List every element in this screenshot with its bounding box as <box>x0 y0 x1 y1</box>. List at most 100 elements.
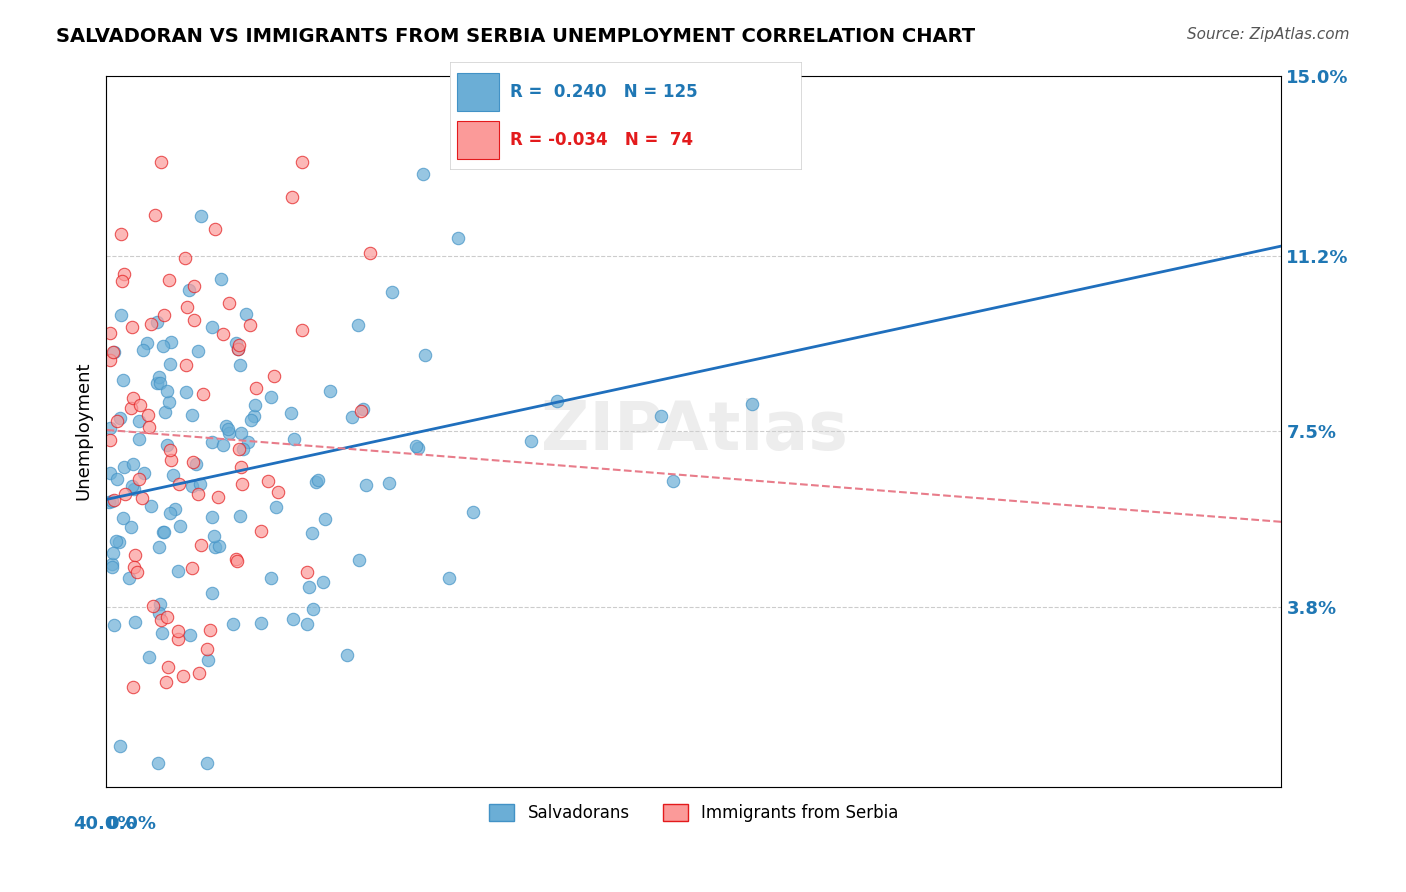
Salvadorans <box>152 339 174 353</box>
Immigrants from Serbia <box>204 222 226 236</box>
Salvadorans <box>260 391 283 405</box>
Salvadorans <box>437 571 460 585</box>
Salvadorans <box>146 756 169 771</box>
Y-axis label: Unemployment: Unemployment <box>75 362 93 500</box>
Salvadorans <box>98 494 121 508</box>
Salvadorans <box>98 421 121 435</box>
Salvadorans <box>156 438 179 452</box>
Salvadorans <box>190 209 212 223</box>
Salvadorans <box>128 432 150 446</box>
Immigrants from Serbia <box>153 309 176 323</box>
Salvadorans <box>229 509 252 524</box>
Immigrants from Serbia <box>112 267 135 281</box>
Salvadorans <box>741 397 763 411</box>
Salvadorans <box>107 535 129 549</box>
Immigrants from Serbia <box>263 369 285 384</box>
Text: 40.0%: 40.0% <box>73 815 136 833</box>
Immigrants from Serbia <box>121 320 143 334</box>
Salvadorans <box>169 518 191 533</box>
Text: R =  0.240   N = 125: R = 0.240 N = 125 <box>510 84 697 102</box>
Immigrants from Serbia <box>239 318 262 333</box>
Salvadorans <box>215 418 238 433</box>
Immigrants from Serbia <box>245 381 267 395</box>
Salvadorans <box>101 494 124 508</box>
Salvadorans <box>314 512 336 526</box>
Immigrants from Serbia <box>359 245 381 260</box>
Immigrants from Serbia <box>124 548 146 562</box>
Salvadorans <box>184 457 207 471</box>
Immigrants from Serbia <box>142 599 165 613</box>
Salvadorans <box>346 318 368 333</box>
Salvadorans <box>217 422 239 436</box>
Salvadorans <box>103 344 125 359</box>
Salvadorans <box>266 500 288 515</box>
Salvadorans <box>120 520 142 534</box>
Immigrants from Serbia <box>291 323 314 337</box>
Immigrants from Serbia <box>190 538 212 552</box>
Immigrants from Serbia <box>129 398 152 412</box>
Salvadorans <box>160 334 183 349</box>
Salvadorans <box>146 315 169 329</box>
Salvadorans <box>412 167 434 181</box>
Salvadorans <box>463 505 485 519</box>
Salvadorans <box>179 628 201 642</box>
Immigrants from Serbia <box>176 300 198 314</box>
Salvadorans <box>349 553 371 567</box>
Salvadorans <box>197 653 219 667</box>
Salvadorans <box>132 466 155 480</box>
Immigrants from Serbia <box>207 491 229 505</box>
Salvadorans <box>146 376 169 390</box>
Salvadorans <box>105 472 128 486</box>
Salvadorans <box>159 357 181 371</box>
Salvadorans <box>132 343 155 357</box>
Salvadorans <box>101 547 124 561</box>
Salvadorans <box>226 342 249 356</box>
Salvadorans <box>405 439 427 453</box>
Immigrants from Serbia <box>350 403 373 417</box>
Text: SALVADORAN VS IMMIGRANTS FROM SERBIA UNEMPLOYMENT CORRELATION CHART: SALVADORAN VS IMMIGRANTS FROM SERBIA UNE… <box>56 27 976 45</box>
Salvadorans <box>413 348 436 362</box>
Salvadorans <box>122 482 145 496</box>
Salvadorans <box>110 308 132 322</box>
Immigrants from Serbia <box>195 641 218 656</box>
Salvadorans <box>122 457 145 471</box>
Salvadorans <box>152 524 174 539</box>
Text: Source: ZipAtlas.com: Source: ZipAtlas.com <box>1187 27 1350 42</box>
Text: R = -0.034   N =  74: R = -0.034 N = 74 <box>510 130 693 148</box>
Immigrants from Serbia <box>143 208 166 222</box>
Immigrants from Serbia <box>212 326 235 341</box>
Immigrants from Serbia <box>173 251 195 265</box>
Immigrants from Serbia <box>297 565 319 579</box>
Salvadorans <box>280 406 302 420</box>
Immigrants from Serbia <box>167 632 190 647</box>
Immigrants from Serbia <box>228 338 250 352</box>
Immigrants from Serbia <box>122 560 145 574</box>
Immigrants from Serbia <box>228 442 250 456</box>
Immigrants from Serbia <box>167 477 190 491</box>
Immigrants from Serbia <box>225 552 247 566</box>
Salvadorans <box>150 625 173 640</box>
Salvadorans <box>156 384 179 399</box>
Salvadorans <box>281 612 304 626</box>
Immigrants from Serbia <box>172 669 194 683</box>
Salvadorans <box>108 410 131 425</box>
Salvadorans <box>112 511 135 525</box>
Salvadorans <box>307 473 329 487</box>
Salvadorans <box>447 231 470 245</box>
Immigrants from Serbia <box>122 391 145 405</box>
Salvadorans <box>232 442 254 456</box>
Salvadorans <box>148 540 170 554</box>
Salvadorans <box>218 426 240 441</box>
Immigrants from Serbia <box>121 680 143 694</box>
Immigrants from Serbia <box>226 342 249 356</box>
Salvadorans <box>201 510 224 524</box>
Salvadorans <box>231 425 253 440</box>
Salvadorans <box>112 372 135 386</box>
Salvadorans <box>148 606 170 620</box>
Salvadorans <box>166 564 188 578</box>
Salvadorans <box>240 413 263 427</box>
Immigrants from Serbia <box>218 295 240 310</box>
Salvadorans <box>105 533 128 548</box>
Salvadorans <box>312 574 335 589</box>
Immigrants from Serbia <box>98 353 121 368</box>
